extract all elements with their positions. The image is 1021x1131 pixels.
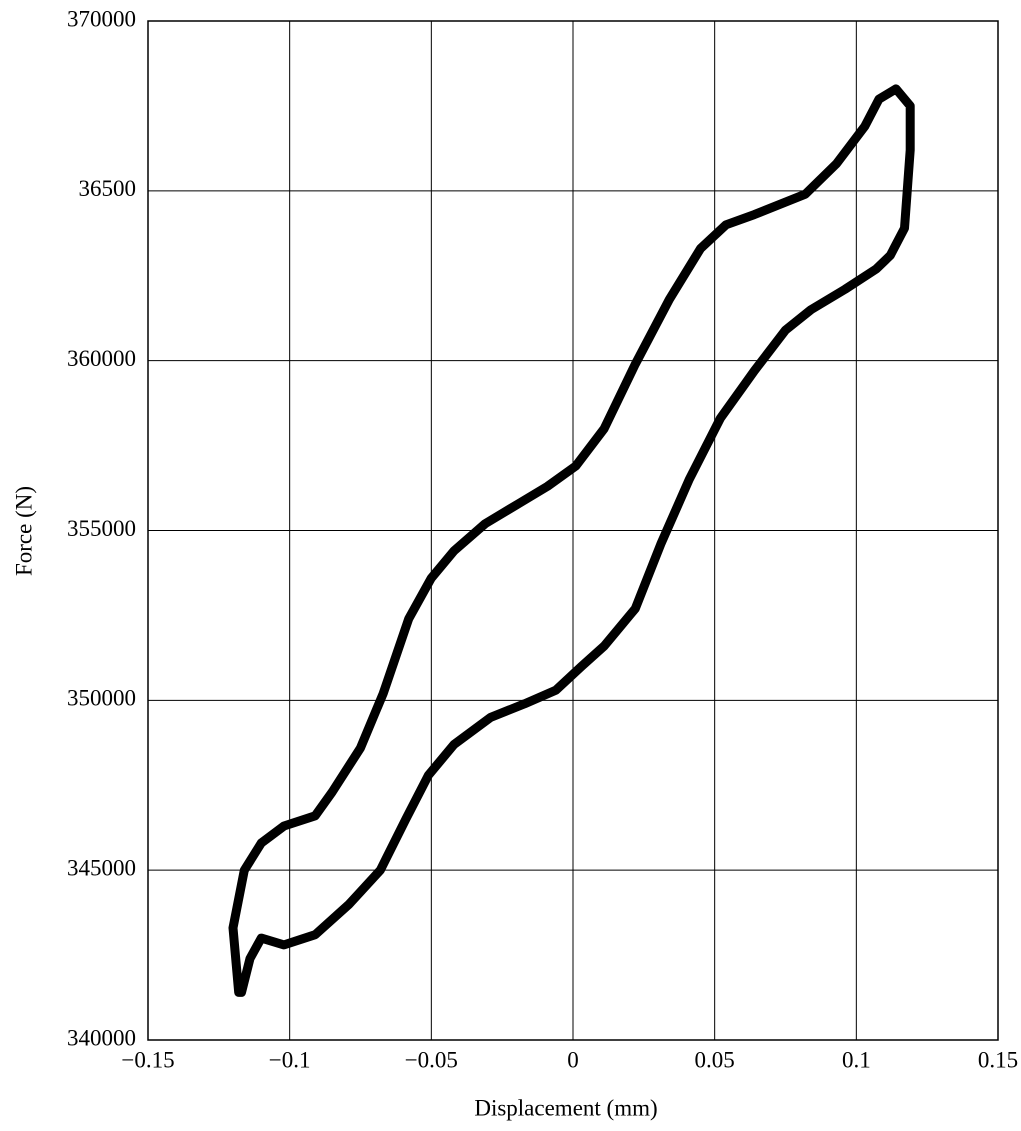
y-tick-label: 355000 xyxy=(67,516,136,541)
data-line xyxy=(228,84,915,997)
y-tick-label: 345000 xyxy=(67,855,136,880)
y-tick-label: 340000 xyxy=(67,1025,136,1050)
x-tick-label: 0.05 xyxy=(695,1047,735,1072)
x-tick-label: −0.15 xyxy=(121,1047,174,1072)
plot-frame xyxy=(147,20,999,1041)
y-tick-label: 36500 xyxy=(79,176,137,201)
x-tick-label: −0.1 xyxy=(269,1047,311,1072)
x-tick-label: 0.15 xyxy=(978,1047,1018,1072)
y-tick-label: 360000 xyxy=(67,346,136,371)
y-axis-label: Force (N) xyxy=(11,486,36,576)
y-tick-label: 370000 xyxy=(67,6,136,31)
x-axis-label: Displacement (mm) xyxy=(474,1095,657,1120)
x-tick-label: −0.05 xyxy=(405,1047,458,1072)
x-tick-label: 0 xyxy=(567,1047,579,1072)
x-tick-label: 0.1 xyxy=(842,1047,871,1072)
y-tick-label: 350000 xyxy=(67,686,136,711)
